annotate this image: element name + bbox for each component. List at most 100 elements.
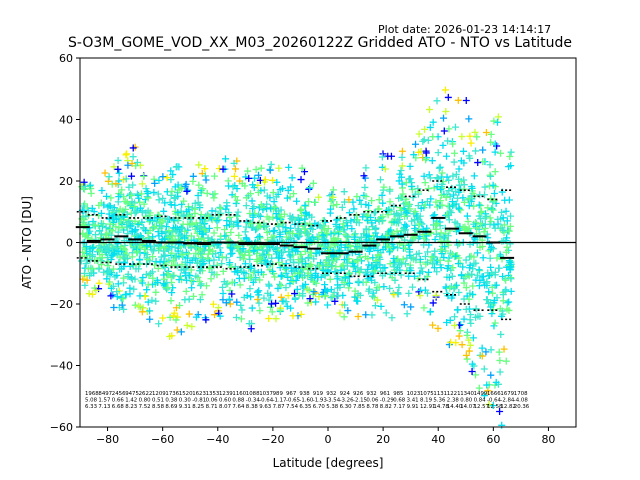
scatter-point — [499, 291, 507, 299]
scatter-point — [234, 222, 242, 230]
scatter-point — [449, 202, 457, 210]
scatter-point — [124, 161, 132, 169]
scatter-point — [386, 284, 394, 292]
scatter-point — [422, 147, 430, 155]
stat-cell: -0.64 — [487, 398, 502, 404]
scatter-point — [365, 261, 373, 269]
scatter-point — [487, 263, 495, 271]
scatter-point — [240, 274, 248, 282]
scatter-point — [397, 231, 405, 239]
scatter-point — [499, 310, 507, 318]
y-tick-label: −20 — [50, 298, 73, 311]
scatter-point — [450, 158, 458, 166]
scatter-point — [411, 190, 419, 198]
scatter-point — [455, 332, 463, 340]
stat-cell: 9.91 — [407, 404, 419, 410]
scatter-point — [103, 275, 111, 283]
scatter-point — [194, 192, 202, 200]
scatter-point — [399, 190, 407, 198]
scatter-point — [376, 176, 384, 184]
scatter-point — [449, 172, 457, 180]
scatter-point — [237, 301, 245, 309]
scatter-point — [381, 165, 389, 173]
scatter-point — [502, 357, 510, 365]
scatter-point — [362, 278, 370, 286]
scatter-point — [347, 242, 355, 250]
scatter-point — [297, 228, 305, 236]
scatter-point — [262, 222, 270, 230]
scatter-point — [149, 274, 157, 282]
stat-cell: 5.08 — [85, 398, 98, 404]
statistics-table: 1968 8497 2456 9475 2622 1209 1736 1520 1623 1353… — [85, 391, 530, 410]
scatter-point — [432, 198, 440, 206]
scatter-point — [390, 202, 398, 210]
scatter-point — [164, 270, 172, 278]
scatter-point — [324, 261, 332, 269]
scatter-point — [413, 250, 421, 258]
scatter-point — [82, 260, 90, 268]
scatter-point — [348, 225, 356, 233]
scatter-point — [483, 278, 491, 286]
scatter-point — [276, 280, 284, 288]
scatter-point — [277, 293, 285, 301]
scatter-point — [80, 202, 88, 210]
scatter-point — [275, 222, 283, 230]
scatter-point — [379, 150, 387, 158]
scatter-point — [487, 346, 495, 354]
scatter-point — [88, 204, 96, 212]
scatter-point — [378, 191, 386, 199]
stat-cell: 14.78 — [433, 404, 449, 410]
scatter-point — [345, 284, 353, 292]
scatter-point — [135, 265, 143, 273]
stat-cell: 8.69 — [165, 404, 178, 410]
scatter-point — [301, 201, 309, 209]
scatter-point — [402, 209, 410, 217]
scatter-point — [400, 212, 408, 220]
scatter-point — [210, 194, 218, 202]
scatter-point — [426, 123, 434, 131]
stat-cell: 7.17 — [393, 404, 405, 410]
scatter-point — [368, 197, 376, 205]
stat-cell: 0.60 — [219, 398, 232, 404]
scatter-point — [291, 294, 299, 302]
scatter-point — [171, 244, 179, 252]
scatter-point — [365, 287, 373, 295]
scatter-point — [361, 183, 369, 191]
scatter-point — [426, 174, 434, 182]
stat-cell: -2.15 — [353, 398, 367, 404]
stat-cell: 6.70 — [313, 404, 326, 410]
scatter-point — [301, 215, 309, 223]
scatter-point — [287, 234, 295, 242]
stat-cell: 2.38 — [447, 398, 460, 404]
scatter-point — [234, 243, 242, 251]
scatter-point — [471, 128, 479, 136]
scatter-point — [127, 192, 135, 200]
scatter-point — [119, 251, 127, 259]
scatter-point — [374, 252, 382, 260]
stat-cell: 14.40 — [447, 404, 463, 410]
scatter-point — [263, 200, 271, 208]
scatter-point — [453, 306, 461, 314]
scatter-point — [158, 230, 166, 238]
scatter-point — [442, 108, 450, 116]
scatter-point — [440, 127, 448, 135]
scatter-point — [490, 299, 498, 307]
scatter-point — [488, 205, 496, 213]
scatter-point — [253, 255, 261, 263]
scatter-point — [213, 271, 221, 279]
scatter-point — [380, 183, 388, 191]
scatter-point — [324, 287, 332, 295]
scatter-point — [452, 281, 460, 289]
scatter-point — [407, 303, 415, 311]
scatter-point — [191, 209, 199, 217]
scatter-point — [479, 158, 487, 166]
scatter-point — [81, 244, 89, 252]
scatter-point — [204, 212, 212, 220]
scatter-point — [473, 271, 481, 279]
scatter-point — [91, 222, 99, 230]
scatter-point — [445, 254, 453, 262]
x-tick-label: 40 — [431, 433, 445, 446]
scatter-point — [470, 172, 478, 180]
scatter-point — [196, 267, 204, 275]
scatter-point — [242, 202, 250, 210]
